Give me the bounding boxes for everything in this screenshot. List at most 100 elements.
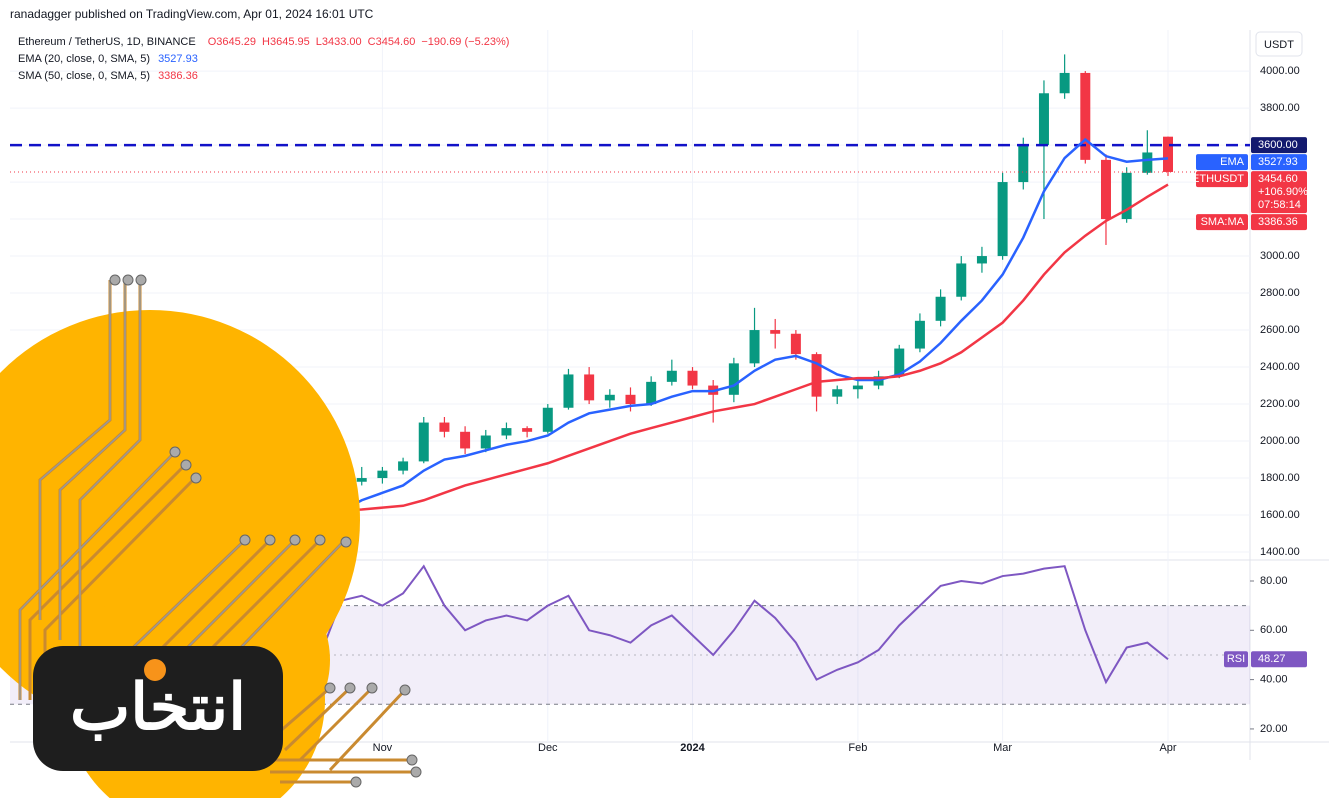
header: ranadagger published on TradingView.com,… (10, 7, 374, 21)
legend-row: EMA (20, close, 0, SMA, 5) 3527.93 (18, 53, 198, 65)
x-tick-label: Mar (993, 742, 1012, 754)
axis-tag-label: 3454.60 (1258, 173, 1298, 185)
rsi-tick-label: 40.00 (1260, 674, 1288, 686)
candle-body (832, 389, 843, 397)
y-tick-label: 1400.00 (1260, 546, 1300, 558)
candle-body (728, 363, 739, 395)
candle-body (956, 263, 967, 297)
candle-body (522, 428, 533, 432)
logo: انتخاب (0, 274, 422, 798)
legend-value: 3386.36 (158, 70, 198, 82)
candle-body (480, 435, 491, 449)
ohlc-label: L3433.00 (316, 36, 362, 48)
axis-tag-label: 48.27 (1258, 653, 1286, 665)
candle-body (894, 348, 905, 377)
legend-name: EMA (20, close, 0, SMA, 5) (18, 53, 150, 65)
y-tick-label: 2600.00 (1260, 324, 1300, 336)
candle-body (1038, 93, 1049, 146)
axis-tag (1251, 137, 1307, 154)
logo-coin (144, 659, 166, 681)
logo-circuit (19, 280, 346, 701)
candle-body (646, 381, 657, 405)
axis-tag-label: +106.90% (1258, 186, 1308, 198)
candle-body (418, 422, 429, 462)
axis-tag-label: 07:58:14 (1258, 199, 1301, 211)
series-tag-label: SMA:MA (1201, 216, 1245, 228)
series-tag-label: ETHUSDT (1192, 173, 1244, 185)
candle-body (1018, 145, 1029, 183)
y-tick-label: 4000.00 (1260, 65, 1300, 77)
axis-tag (1251, 651, 1307, 668)
candle-body (604, 394, 615, 401)
candle-body (811, 354, 822, 397)
logo-nodes (109, 274, 422, 788)
candle-body (1163, 136, 1173, 172)
legend-row: SMA (50, close, 0, SMA, 5) 3386.36 (18, 70, 198, 82)
ohlc-label: −190.69 (−5.23%) (421, 36, 509, 48)
y-tick-label: 1800.00 (1260, 472, 1300, 484)
candle-body (770, 330, 781, 334)
candle-body (563, 374, 574, 408)
x-tick-label: 2024 (680, 742, 705, 754)
candle-body (460, 431, 471, 449)
ohlc-label: O3645.29 (208, 36, 256, 48)
candle-body (1059, 72, 1070, 94)
candle-body (914, 320, 925, 349)
candle-body (852, 385, 863, 390)
watermark: انتخاب (70, 671, 246, 743)
candle-body (1100, 159, 1111, 220)
rsi-tick-label: 60.00 (1260, 624, 1288, 636)
candle-body (439, 422, 450, 432)
y-tick-label: 2400.00 (1260, 361, 1300, 373)
x-tick-label: Apr (1159, 742, 1176, 754)
axis-tag (1251, 154, 1307, 171)
rsi-tick-label: 80.00 (1260, 575, 1288, 587)
candle-body (749, 330, 760, 364)
candle-body (976, 256, 987, 264)
candle-body (1121, 172, 1132, 220)
y-tick-label: 2800.00 (1260, 287, 1300, 299)
series-tag (1196, 171, 1248, 188)
ohlc-label: C3454.60 (368, 36, 416, 48)
candle-body (687, 370, 698, 386)
legend-title-row: Ethereum / TetherUS, 1D, BINANCE O3645.29… (18, 36, 509, 48)
y-tick-label: 2200.00 (1260, 398, 1300, 410)
candle-body (997, 182, 1008, 257)
candle-body (584, 374, 595, 401)
candle-body (935, 296, 946, 321)
candle-body (790, 333, 801, 355)
ohlc-label: H3645.95 (262, 36, 310, 48)
series-tag-label: EMA (1220, 156, 1245, 168)
rsi-tick-label: 20.00 (1260, 723, 1288, 735)
x-tick-label: Dec (538, 742, 558, 754)
candle-body (542, 407, 553, 432)
axis-tag-label: 3600.00 (1258, 139, 1298, 151)
candle-body (625, 394, 636, 405)
candle-body (356, 478, 367, 482)
legend-name: SMA (50, close, 0, SMA, 5) (18, 70, 150, 82)
axis-tag-label: 3386.36 (1258, 216, 1298, 228)
candle-body (501, 428, 512, 436)
axis-tag (1251, 171, 1307, 214)
candle-body (398, 461, 409, 471)
series-tag (1196, 154, 1248, 171)
series-tag (1196, 214, 1248, 231)
candle-body (377, 470, 388, 479)
legend-value: 3527.93 (158, 53, 198, 65)
x-tick-label: Nov (373, 742, 393, 754)
currency[interactable]: USDT (1264, 39, 1294, 51)
y-tick-label: 3000.00 (1260, 250, 1300, 262)
currency-box[interactable] (1255, 31, 1303, 57)
y-tick-label: 1600.00 (1260, 509, 1300, 521)
y-tick-label: 2000.00 (1260, 435, 1300, 447)
candle-body (1142, 152, 1153, 173)
x-tick-label: Feb (848, 742, 867, 754)
logo-box (33, 646, 283, 771)
y-tick-label: 3800.00 (1260, 102, 1300, 114)
candle-body (1080, 72, 1091, 160)
axis-tag (1251, 214, 1307, 231)
series-tag (1224, 651, 1248, 668)
candle-body (666, 370, 677, 382)
axis-tag-label: 3527.93 (1258, 156, 1298, 168)
